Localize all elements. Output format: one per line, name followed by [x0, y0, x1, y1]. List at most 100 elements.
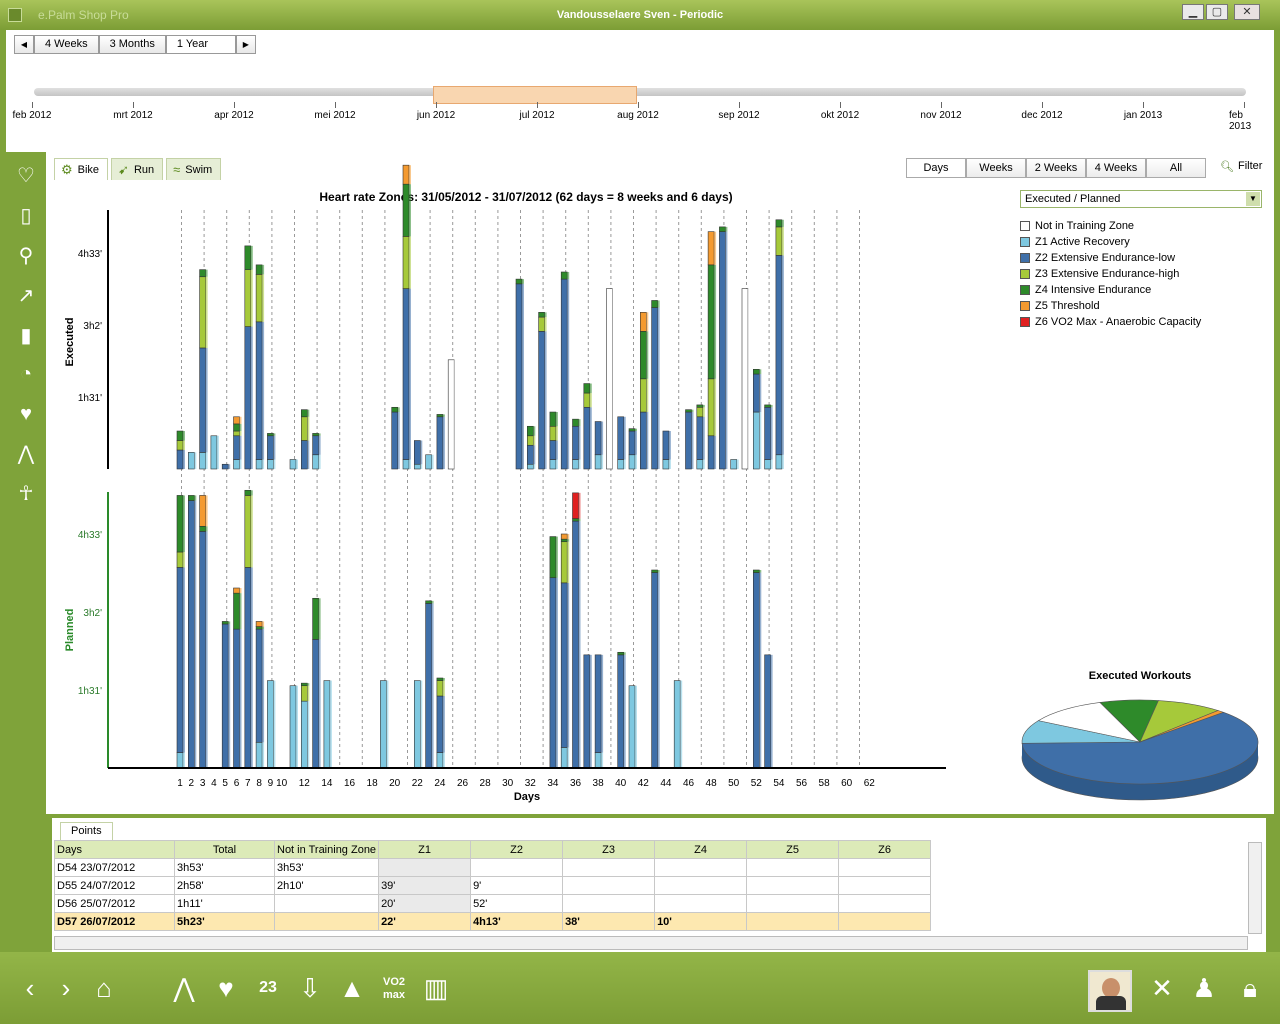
- horizontal-scrollbar[interactable]: [54, 936, 1248, 950]
- bar[interactable]: [617, 416, 626, 470]
- bar[interactable]: [764, 404, 773, 470]
- table-row-selected[interactable]: D57 26/07/2012 5h23' 22' 4h13' 38' 10': [54, 912, 932, 931]
- range-4weeks-button[interactable]: 4 Weeks: [1086, 158, 1146, 178]
- bar[interactable]: [436, 414, 445, 470]
- next-period-button[interactable]: ▶: [235, 35, 256, 54]
- pie-slice[interactable]: [1139, 710, 1225, 743]
- tools-icon[interactable]: ✕: [1151, 973, 1173, 1003]
- bar[interactable]: [549, 536, 558, 769]
- bar[interactable]: [244, 489, 253, 769]
- bar[interactable]: [617, 651, 626, 769]
- bar[interactable]: [312, 597, 321, 769]
- bar[interactable]: [594, 421, 604, 470]
- bar[interactable]: [301, 409, 310, 470]
- chevron-down-icon[interactable]: ▼: [1246, 192, 1260, 206]
- bar[interactable]: [673, 680, 683, 769]
- bar[interactable]: [583, 383, 592, 470]
- bar[interactable]: [188, 452, 197, 470]
- column-header[interactable]: Days: [54, 840, 175, 859]
- table-row[interactable]: D56 25/07/2012 1h11' 20' 52': [54, 894, 932, 913]
- bar[interactable]: [233, 587, 242, 769]
- tab-bike[interactable]: ⚙ Bike: [54, 158, 109, 180]
- period-1year-button[interactable]: 1 Year: [165, 35, 236, 54]
- column-header[interactable]: Z3: [562, 840, 656, 859]
- bar[interactable]: [199, 495, 208, 769]
- bar[interactable]: [425, 454, 434, 470]
- table-row[interactable]: D55 24/07/2012 2h58' 2h10' 39' 9': [54, 876, 932, 895]
- bar[interactable]: [560, 271, 570, 470]
- bar[interactable]: [323, 680, 332, 769]
- column-header[interactable]: Not in Training Zone: [273, 840, 380, 859]
- timeline-selection[interactable]: [433, 86, 637, 104]
- bar[interactable]: [233, 416, 242, 470]
- column-header[interactable]: Z1: [378, 840, 472, 859]
- bar[interactable]: [764, 654, 773, 769]
- chart-up-icon[interactable]: ↗: [17, 285, 35, 307]
- bar[interactable]: [312, 433, 321, 470]
- bar[interactable]: [752, 569, 762, 769]
- bar[interactable]: [447, 359, 457, 470]
- bar[interactable]: [628, 685, 637, 769]
- bar[interactable]: [526, 425, 536, 470]
- column-header[interactable]: Z4: [654, 840, 748, 859]
- pie-slice[interactable]: [1021, 711, 1259, 785]
- bar[interactable]: [413, 440, 423, 470]
- bar[interactable]: [289, 685, 298, 769]
- bar[interactable]: [221, 463, 231, 470]
- bar[interactable]: [560, 533, 570, 769]
- tab-swim[interactable]: ≈ Swim: [166, 158, 222, 180]
- bar[interactable]: [730, 459, 739, 470]
- column-header[interactable]: Total: [174, 840, 275, 859]
- bar[interactable]: [775, 219, 784, 470]
- pie-slice[interactable]: [1037, 702, 1141, 743]
- bar[interactable]: [752, 369, 762, 470]
- heart-search-icon[interactable]: ♡: [17, 165, 35, 187]
- back-icon[interactable]: ‹: [25, 973, 35, 1003]
- bar[interactable]: [651, 569, 660, 769]
- image-icon[interactable]: ▲: [339, 973, 365, 1003]
- bar[interactable]: [188, 495, 197, 769]
- period-4weeks-button[interactable]: 4 Weeks: [34, 35, 99, 54]
- download-icon[interactable]: ⇩: [299, 973, 321, 1003]
- phone-search-icon[interactable]: ▯: [20, 205, 32, 227]
- bar[interactable]: [685, 409, 694, 470]
- bar[interactable]: [594, 654, 604, 769]
- tab-run[interactable]: ➹ Run: [111, 158, 164, 180]
- bar[interactable]: [176, 495, 185, 769]
- range-days-button[interactable]: Days: [906, 158, 966, 178]
- bar[interactable]: [572, 418, 581, 470]
- range-all-button[interactable]: All: [1146, 158, 1206, 178]
- speedometer-icon[interactable]: ◔: [19, 363, 33, 385]
- column-header[interactable]: Z5: [746, 840, 840, 859]
- bar[interactable]: [719, 226, 728, 470]
- bar[interactable]: [572, 492, 581, 769]
- column-header[interactable]: Z6: [838, 840, 932, 859]
- bar[interactable]: [210, 435, 219, 470]
- bar[interactable]: [696, 404, 705, 470]
- tab-points[interactable]: Points: [60, 822, 113, 840]
- bar[interactable]: [199, 269, 208, 470]
- stats-icon[interactable]: ▥: [423, 973, 449, 1003]
- bar[interactable]: [628, 428, 637, 470]
- bar[interactable]: [391, 406, 400, 470]
- bar[interactable]: [583, 654, 592, 769]
- bar[interactable]: [515, 278, 524, 470]
- bar[interactable]: [436, 677, 445, 769]
- bar[interactable]: [267, 680, 276, 769]
- close-button[interactable]: ✕: [1234, 4, 1260, 20]
- period-3months-button[interactable]: 3 Months: [98, 35, 166, 54]
- bar[interactable]: [707, 231, 717, 470]
- users-icon[interactable]: ♟: [1192, 973, 1216, 1003]
- triathlon-icon[interactable]: ⚲: [18, 245, 34, 267]
- vertical-scrollbar[interactable]: [1248, 842, 1262, 934]
- prev-period-button[interactable]: ◀: [14, 35, 34, 54]
- bar[interactable]: [244, 245, 253, 470]
- vo2max-icon[interactable]: VO2 max: [374, 976, 414, 1002]
- heart-weight-icon[interactable]: ♥: [20, 403, 32, 425]
- compass-icon[interactable]: ⋀: [173, 973, 195, 1003]
- bar[interactable]: [221, 621, 231, 769]
- bar[interactable]: [741, 288, 750, 470]
- bar[interactable]: [662, 430, 671, 470]
- bar[interactable]: [380, 680, 389, 769]
- home-icon[interactable]: ⌂: [96, 973, 112, 1003]
